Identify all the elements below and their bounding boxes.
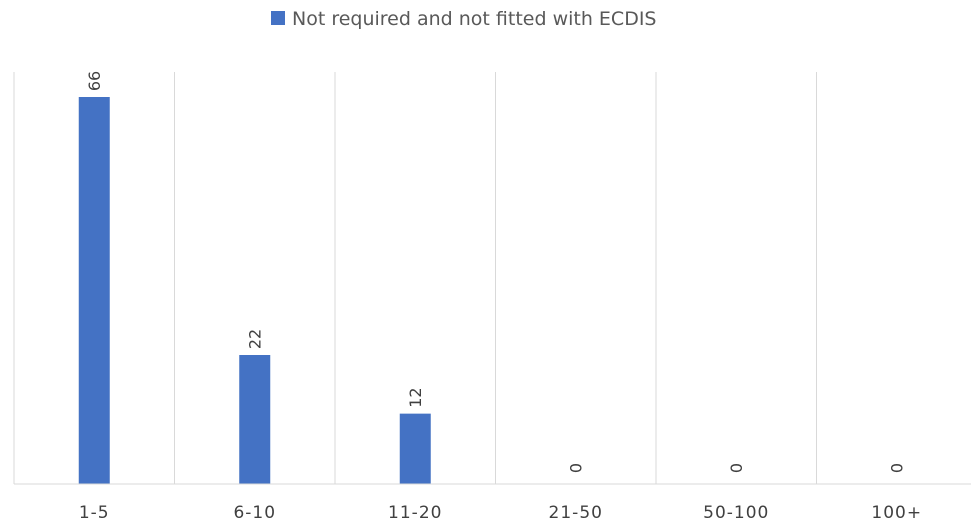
x-tick-label-11-20: 11-20 <box>388 503 442 523</box>
data-label-6-10: 22 <box>245 329 264 349</box>
x-tick-label-1-5: 1-5 <box>79 503 110 523</box>
data-label-1-5: 66 <box>85 71 104 91</box>
x-tick-label-6-10: 6-10 <box>233 503 276 523</box>
gridlines <box>13 72 817 484</box>
bar-1-5 <box>78 97 110 484</box>
x-tick-label-21-50: 21-50 <box>549 503 603 523</box>
x-tick-label-50-100: 50-100 <box>703 503 769 523</box>
data-label-50-100: 0 <box>727 463 746 473</box>
bar-6-10 <box>239 355 271 484</box>
x-tick-label-100+: 100+ <box>871 503 922 523</box>
bar-11-20 <box>399 413 431 484</box>
legend-label: Not required and not fitted with ECDIS <box>292 8 657 30</box>
data-label-100+: 0 <box>887 463 906 473</box>
x-axis-tick-labels: 1-5 6-10 11-20 21-50 50-100 100+ <box>79 503 922 523</box>
legend: Not required and not fitted with ECDIS <box>271 8 657 30</box>
bars <box>78 97 431 484</box>
data-label-11-20: 12 <box>406 387 425 407</box>
data-label-21-50: 0 <box>566 463 585 473</box>
data-labels: 66 22 12 0 0 0 <box>85 71 907 473</box>
legend-swatch <box>271 11 285 25</box>
